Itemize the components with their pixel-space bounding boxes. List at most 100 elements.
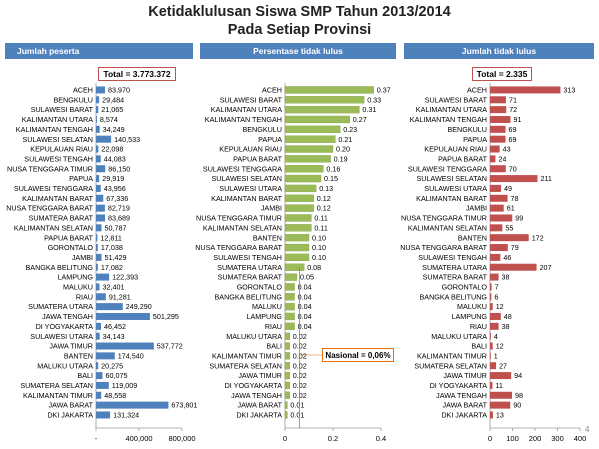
category-label-tidaklulus: KALIMANTAN TENGAH [410, 115, 487, 124]
column-header-peserta: Jumlah peserta [5, 43, 193, 59]
bar-persen [284, 105, 360, 114]
category-label-tidaklulus: KALIMANTAN SELATAN [408, 223, 487, 232]
category-label-tidaklulus: MALUKU UTARA [431, 332, 487, 341]
bar-persen [284, 391, 290, 399]
bar-tidaklulus [490, 115, 511, 123]
category-label-persen: SULAWESI SELATAN [211, 174, 282, 183]
value-label-peserta: 249,290 [126, 302, 152, 311]
bar-tidaklulus [490, 125, 506, 133]
bar-persen [284, 302, 295, 311]
bar-persen [284, 174, 322, 183]
bar-tidaklulus [490, 342, 493, 350]
category-label-tidaklulus: SUMATERA SELATAN [414, 361, 487, 370]
bar-persen [284, 263, 305, 271]
bar-peserta [96, 86, 106, 94]
value-label-tidaklulus: 313 [563, 86, 575, 95]
value-label-persen: 0.04 [298, 283, 312, 292]
bar-peserta [96, 234, 98, 242]
category-label-tidaklulus: JAMBI [466, 204, 487, 213]
bar-tidaklulus [490, 86, 561, 94]
category-label-peserta: SULAWESI BARAT [31, 105, 94, 114]
bar-peserta [96, 342, 154, 350]
bar-persen [284, 362, 290, 370]
value-label-peserta: 50,787 [104, 223, 126, 232]
category-label-persen: KALIMANTAN BARAT [211, 194, 282, 203]
nasional-annotation: Nasional = 0,06% [322, 348, 394, 362]
bar-peserta [96, 106, 99, 114]
value-label-peserta: 32,401 [102, 283, 124, 292]
tick-label-tidaklulus: 0 [488, 434, 492, 443]
value-label-persen: 0.15 [324, 174, 338, 183]
value-label-peserta: 48,558 [104, 391, 126, 400]
bar-peserta [96, 115, 97, 123]
value-label-peserta: 21,065 [101, 105, 123, 114]
value-label-peserta: 29,919 [102, 174, 124, 183]
category-label-tidaklulus: NUSA TENGGARA TIMUR [401, 214, 487, 223]
bar-peserta [96, 175, 100, 183]
bar-peserta [96, 253, 102, 261]
category-label-persen: JAMBI [261, 204, 282, 213]
tick-label-tidaklulus: 400 [574, 434, 587, 443]
bar-peserta [96, 362, 99, 370]
category-label-persen: MALUKU [252, 302, 282, 311]
bar-peserta [96, 165, 106, 173]
category-label-tidaklulus: NUSA TENGGARA BARAT [400, 243, 487, 252]
value-label-persen: 0.12 [317, 204, 331, 213]
bar-tidaklulus [490, 293, 492, 301]
bar-persen [284, 204, 314, 212]
bar-tidaklulus [490, 253, 501, 261]
category-label-peserta: BANGKA BELITUNG [25, 263, 93, 272]
bar-persen [284, 155, 331, 163]
value-label-tidaklulus: 211 [540, 174, 551, 183]
bar-persen [284, 293, 295, 301]
value-label-tidaklulus: 13 [496, 411, 504, 420]
category-label-tidaklulus: DKI JAKARTA [441, 411, 487, 420]
bar-tidaklulus [490, 106, 507, 114]
value-label-tidaklulus: 207 [540, 263, 552, 272]
bar-persen [284, 234, 310, 242]
value-label-peserta: 67,336 [106, 194, 128, 203]
category-label-persen: LAMPUNG [246, 312, 282, 321]
bar-persen [284, 145, 334, 153]
value-label-persen: 0.12 [317, 194, 331, 203]
category-label-tidaklulus: KEPULAUAN RIAU [424, 145, 487, 154]
category-label-peserta: GORONTALO [48, 243, 94, 252]
category-label-tidaklulus: ACEH [467, 86, 487, 95]
value-label-peserta: 34,249 [103, 125, 125, 134]
tick-label-persen: 0 [283, 434, 287, 443]
category-label-persen: KEPULAUAN RIAU [219, 145, 282, 154]
bar-tidaklulus [490, 283, 492, 291]
tick-label-tidaklulus: 100 [506, 434, 519, 443]
category-label-peserta: BALI [77, 371, 93, 380]
value-label-persen: 0.20 [336, 145, 350, 154]
value-label-peserta: 51,429 [105, 253, 127, 262]
value-label-peserta: 91,281 [109, 292, 131, 301]
bar-tidaklulus [490, 391, 513, 399]
bar-tidaklulus [490, 303, 493, 311]
bar-persen [284, 273, 298, 281]
tick-label-tidaklulus: 200 [529, 434, 542, 443]
bar-tidaklulus [490, 96, 506, 104]
value-label-tidaklulus: 12 [496, 342, 504, 351]
category-label-persen: RIAU [265, 322, 282, 331]
value-label-persen: 0.04 [298, 312, 312, 321]
bar-tidaklulus [490, 381, 493, 389]
bar-persen [284, 312, 295, 321]
value-label-peserta: 46,452 [104, 322, 126, 331]
bar-tidaklulus [490, 135, 506, 143]
category-label-tidaklulus: MALUKU [457, 302, 487, 311]
value-label-peserta: 501,295 [153, 312, 179, 321]
value-label-tidaklulus: 38 [502, 322, 510, 331]
category-label-peserta: RIAU [76, 292, 93, 301]
bar-peserta [96, 312, 150, 320]
value-label-peserta: 537,772 [157, 342, 183, 351]
bar-peserta [96, 391, 102, 399]
category-label-peserta: BANTEN [64, 351, 93, 360]
value-label-tidaklulus: 48 [504, 312, 512, 321]
value-label-peserta: 673,801 [171, 401, 197, 410]
bar-peserta [96, 224, 102, 232]
bar-peserta [96, 194, 104, 202]
bar-peserta [96, 322, 101, 330]
value-label-persen: 0.05 [300, 273, 314, 282]
category-label-peserta: NUSA TENGGARA BARAT [6, 204, 93, 213]
